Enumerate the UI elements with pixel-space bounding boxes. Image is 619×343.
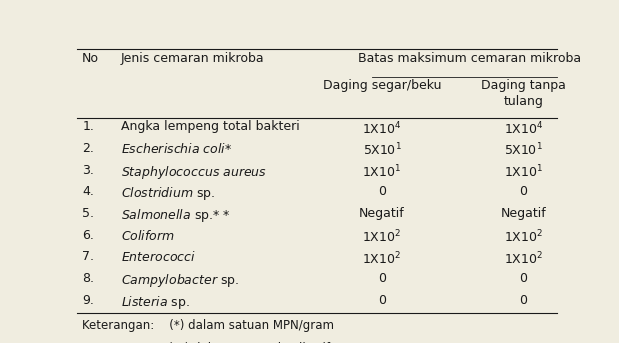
Text: 2.: 2.	[82, 142, 94, 155]
Text: $\it{Clostridium}$ sp.: $\it{Clostridium}$ sp.	[121, 185, 215, 202]
Text: 1X10$^{2}$: 1X10$^{2}$	[362, 250, 402, 267]
Text: 0: 0	[378, 185, 386, 198]
Text: 7.: 7.	[82, 250, 94, 263]
Text: 0: 0	[378, 294, 386, 307]
Text: Angka lempeng total bakteri: Angka lempeng total bakteri	[121, 120, 300, 133]
Text: $\it{Campylobacter}$ sp.: $\it{Campylobacter}$ sp.	[121, 272, 239, 289]
Text: 1X10$^{2}$: 1X10$^{2}$	[504, 229, 543, 245]
Text: 0: 0	[519, 294, 527, 307]
Text: 1X10$^{4}$: 1X10$^{4}$	[504, 120, 543, 137]
Text: 0: 0	[378, 272, 386, 285]
Text: 8.: 8.	[82, 272, 94, 285]
Text: $\it{Salmonella}$ sp.* *: $\it{Salmonella}$ sp.* *	[121, 207, 230, 224]
Text: Jenis cemaran mikroba: Jenis cemaran mikroba	[121, 52, 264, 65]
Text: Negatif: Negatif	[501, 207, 547, 220]
Text: 0: 0	[519, 272, 527, 285]
Text: 1.: 1.	[82, 120, 94, 133]
Text: Daging tanpa
tulang: Daging tanpa tulang	[481, 80, 566, 108]
Text: Negatif: Negatif	[359, 207, 405, 220]
Text: $\it{Escherischia}$ $\it{coli}$*: $\it{Escherischia}$ $\it{coli}$*	[121, 142, 232, 156]
Text: 5X10$^{1}$: 5X10$^{1}$	[504, 142, 543, 159]
Text: 5X10$^{1}$: 5X10$^{1}$	[363, 142, 401, 159]
Text: (**) dalam satuan kualitatif: (**) dalam satuan kualitatif	[82, 342, 330, 343]
Text: 0: 0	[519, 185, 527, 198]
Text: $\it{Coliform}$: $\it{Coliform}$	[121, 229, 175, 243]
Text: 3.: 3.	[82, 164, 94, 177]
Text: 1X10$^{4}$: 1X10$^{4}$	[362, 120, 402, 137]
Text: Keterangan:    (*) dalam satuan MPN/gram: Keterangan: (*) dalam satuan MPN/gram	[82, 319, 334, 332]
Text: 5.: 5.	[82, 207, 94, 220]
Text: $\it{Listeria}$ sp.: $\it{Listeria}$ sp.	[121, 294, 189, 311]
Text: 1X10$^{1}$: 1X10$^{1}$	[362, 164, 402, 180]
Text: 1X10$^{1}$: 1X10$^{1}$	[504, 164, 543, 180]
Text: 9.: 9.	[82, 294, 94, 307]
Text: 6.: 6.	[82, 229, 94, 242]
Text: $\it{Enterococci}$: $\it{Enterococci}$	[121, 250, 196, 264]
Text: Batas maksimum cemaran mikroba: Batas maksimum cemaran mikroba	[358, 52, 581, 65]
Text: Daging segar/beku: Daging segar/beku	[322, 80, 441, 93]
Text: 4.: 4.	[82, 185, 94, 198]
Text: $\it{Staphylococcus}$ $\it{aureus}$: $\it{Staphylococcus}$ $\it{aureus}$	[121, 164, 267, 181]
Text: 1X10$^{2}$: 1X10$^{2}$	[504, 250, 543, 267]
Text: No: No	[82, 52, 99, 65]
Text: 1X10$^{2}$: 1X10$^{2}$	[362, 229, 402, 245]
